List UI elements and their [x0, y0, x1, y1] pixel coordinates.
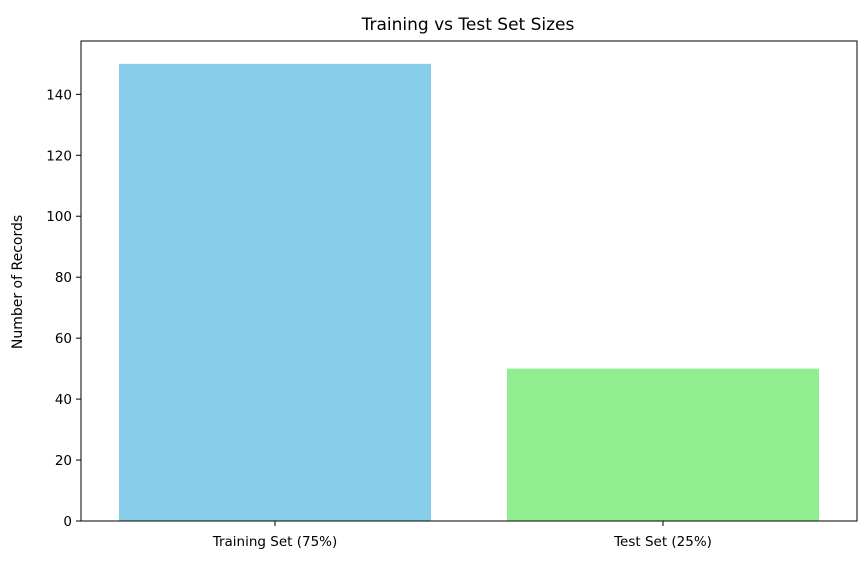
- y-tick-label: 80: [55, 270, 72, 286]
- x-tick-label: Training Set (75%): [212, 534, 338, 550]
- bar-training-set: [119, 63, 431, 521]
- y-tick-label: 40: [55, 392, 72, 408]
- y-tick-label: 0: [63, 514, 72, 530]
- y-tick-label: 60: [55, 331, 72, 347]
- chart-title: Training vs Test Set Sizes: [361, 15, 575, 35]
- y-ticks-group: 0 20 40 60 80 100 120 140: [46, 87, 81, 530]
- y-tick-label: 120: [46, 148, 72, 164]
- y-tick-label: 100: [46, 209, 72, 225]
- y-tick-label: 20: [55, 453, 72, 469]
- bar-test-set: [507, 368, 819, 521]
- y-tick-label: 140: [46, 87, 72, 103]
- y-axis-label: Number of Records: [10, 215, 26, 349]
- x-tick-label: Test Set (25%): [613, 534, 712, 550]
- x-ticks-group: Training Set (75%) Test Set (25%): [212, 521, 712, 550]
- bars-group: [119, 63, 819, 521]
- plot-frame: [80, 40, 858, 522]
